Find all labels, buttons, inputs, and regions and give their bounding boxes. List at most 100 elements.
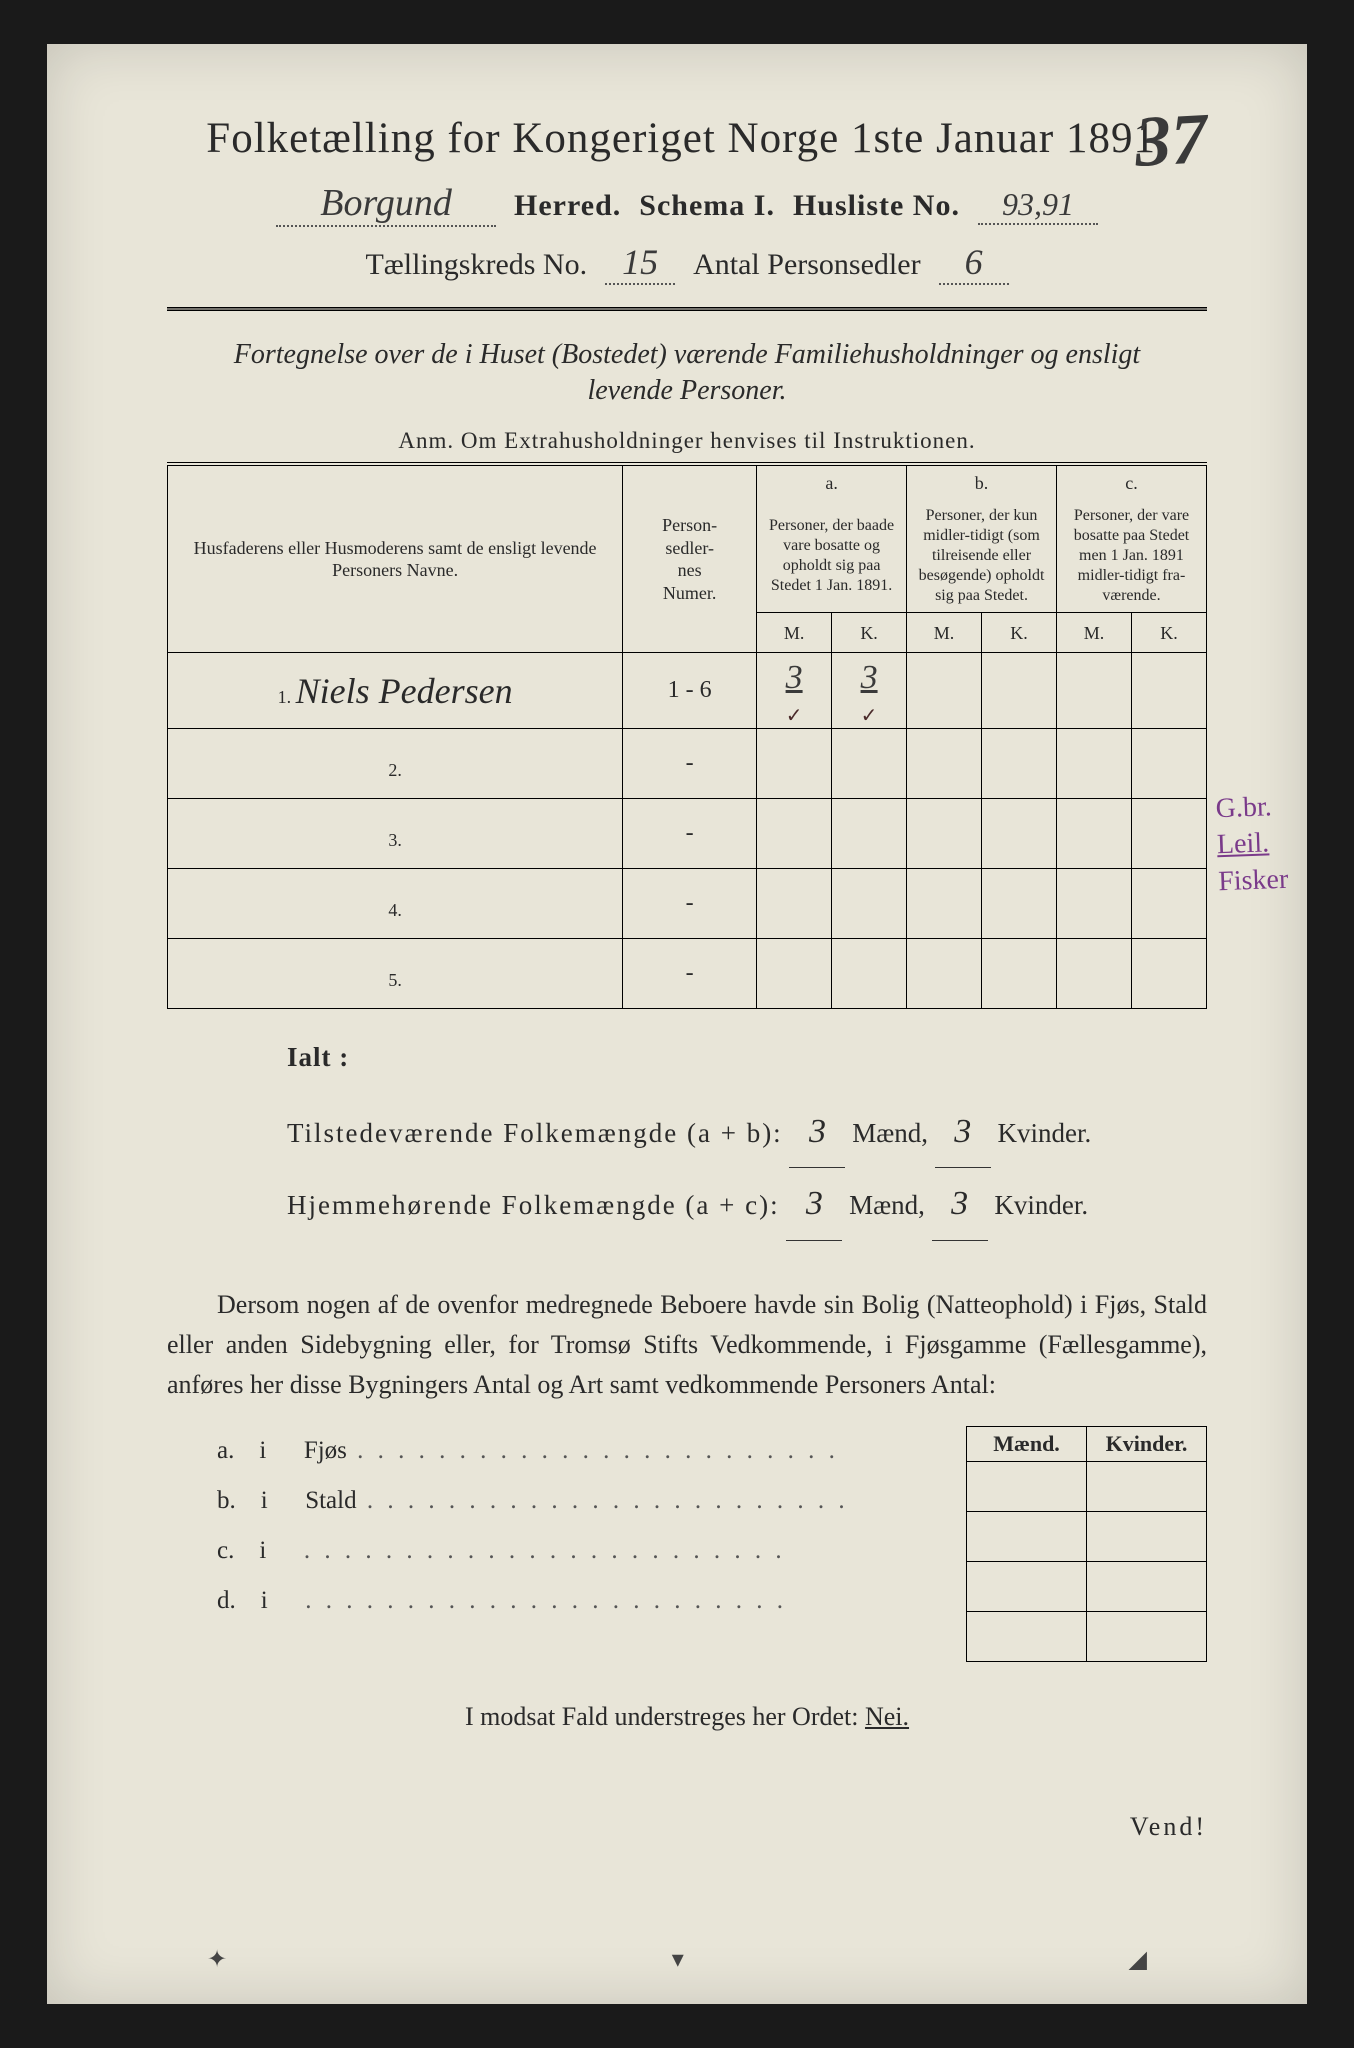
th-c-text: Personer, der vare bosatte paa Stedet me… [1056, 500, 1206, 613]
header-row-1: Borgund Herred. Schema I. Husliste No. 9… [167, 181, 1207, 227]
census-form-page: 37 Folketælling for Kongeriget Norge 1st… [47, 44, 1307, 2004]
ialt-line-2: Hjemmehørende Folkemængde (a + c): 3 Mæn… [287, 1168, 1207, 1240]
cell-b-k [982, 939, 1057, 1009]
nei-prefix: I modsat Fald understreges her Ordet: [465, 1702, 865, 1731]
th-c-k: K. [1131, 613, 1206, 653]
mark-right: ◢ [1129, 1945, 1147, 1974]
ialt-1-m: 3 [789, 1096, 845, 1168]
row-index: 1. Niels Pedersen [168, 653, 623, 729]
nei-word: Nei. [865, 1702, 909, 1731]
th-numer: Person- sedler- nes Numer. [623, 464, 757, 653]
husliste-label: Husliste No. [793, 189, 960, 223]
antal-label: Antal Personsedler [693, 248, 920, 282]
cell-b-k [982, 729, 1057, 799]
item-dots: . . . . . . . . . . . . . . . . . . . . … [304, 1537, 786, 1564]
cell-c-m [1056, 729, 1131, 799]
cell-a-m [757, 799, 832, 869]
cell-c-k [1131, 939, 1206, 1009]
side-cell [1087, 1461, 1207, 1511]
cell-a-k [832, 729, 907, 799]
item-i: i [259, 1437, 266, 1464]
subtitle-line-1: Fortegnelse over de i Huset (Bostedet) v… [234, 339, 1140, 370]
cell-b-m [907, 939, 982, 1009]
th-a-m: M. [757, 613, 832, 653]
main-title: Folketælling for Kongeriget Norge 1ste J… [167, 114, 1207, 163]
th-a-text: Personer, der baade vare bosatte og opho… [757, 500, 907, 613]
divider-line [167, 307, 1207, 311]
item-dots: . . . . . . . . . . . . . . . . . . . . … [357, 1487, 849, 1514]
row-index: 5. [168, 939, 623, 1009]
side-cell [967, 1611, 1087, 1661]
item-idx: a. [217, 1437, 234, 1464]
item-idx: d. [217, 1587, 236, 1614]
herred-label: Herred. [514, 189, 621, 223]
cell-c-m [1056, 939, 1131, 1009]
cell-a-m [757, 869, 832, 939]
table-row: 5. - [168, 939, 1207, 1009]
row-numer: 1 - 6 [623, 653, 757, 729]
cell-b-m [907, 799, 982, 869]
cell-a-m [757, 939, 832, 1009]
cell-c-k [1131, 869, 1206, 939]
ialt-2-k: 3 [932, 1168, 988, 1240]
cell-a-k [832, 869, 907, 939]
cell-c-m [1056, 799, 1131, 869]
item-i: i [261, 1487, 268, 1514]
th-b-k: K. [982, 613, 1057, 653]
item-i: i [261, 1587, 268, 1614]
kreds-label: Tællingskreds No. [365, 248, 587, 282]
ialt-maend-1: Mænd, [852, 1118, 928, 1148]
schema-label: Schema I. [639, 189, 775, 223]
cell-c-k [1131, 799, 1206, 869]
item-idx: c. [217, 1537, 234, 1564]
side-mk-table: Mænd. Kvinder. [966, 1426, 1207, 1662]
ialt-kvinder-2: Kvinder. [994, 1190, 1088, 1220]
husliste-value: 93,91 [978, 186, 1098, 225]
item-dots: . . . . . . . . . . . . . . . . . . . . … [305, 1587, 787, 1614]
side-cell [967, 1561, 1087, 1611]
cell-c-k [1131, 653, 1206, 729]
item-idx: b. [217, 1487, 236, 1514]
th-names: Husfaderens eller Husmoderens samt de en… [168, 464, 623, 653]
side-cell [967, 1511, 1087, 1561]
row-name: Niels Pedersen [296, 671, 513, 711]
cell-b-m [907, 869, 982, 939]
subtitle: Fortegnelse over de i Huset (Bostedet) v… [167, 337, 1207, 410]
ialt-line-1: Tilstedeværende Folkemængde (a + b): 3 M… [287, 1096, 1207, 1168]
cell-b-k [982, 869, 1057, 939]
side-cell [1087, 1511, 1207, 1561]
table-row: 4. - [168, 869, 1207, 939]
margin-note-1: G.br. [1215, 789, 1286, 828]
ialt-kvinder-1: Kvinder. [997, 1118, 1091, 1148]
cell-a-m: 3✓ [757, 653, 832, 729]
item-dots: . . . . . . . . . . . . . . . . . . . . … [347, 1437, 839, 1464]
cell-c-k [1131, 729, 1206, 799]
margin-note-2: Leil. [1216, 825, 1287, 864]
th-a-head: a. [757, 464, 907, 501]
ialt-1-k: 3 [935, 1096, 991, 1168]
table-row: 1. Niels Pedersen1 - 63✓3✓ [168, 653, 1207, 729]
item-label: Stald [305, 1487, 356, 1514]
antal-value: 6 [939, 241, 1009, 285]
row-numer: - [623, 869, 757, 939]
margin-annotations: G.br. Leil. Fisker [1215, 789, 1289, 901]
margin-note-3: Fisker [1218, 862, 1289, 901]
ialt-heading: Ialt : [287, 1029, 1207, 1086]
side-cell [1087, 1611, 1207, 1661]
th-b-head: b. [907, 464, 1057, 501]
cell-a-k [832, 799, 907, 869]
cell-c-m [1056, 653, 1131, 729]
cell-a-k [832, 939, 907, 1009]
cell-a-k: 3✓ [832, 653, 907, 729]
cell-b-m [907, 729, 982, 799]
th-c-m: M. [1056, 613, 1131, 653]
cell-b-k [982, 653, 1057, 729]
side-th-kvinder: Kvinder. [1087, 1426, 1207, 1461]
ialt-2-label: Hjemmehørende Folkemængde (a + c): [287, 1190, 780, 1220]
side-cell [1087, 1561, 1207, 1611]
row-numer: - [623, 729, 757, 799]
table-row: 3. - [168, 799, 1207, 869]
subtitle-line-2: levende Personer. [587, 375, 786, 406]
cell-a-m [757, 729, 832, 799]
cell-c-m [1056, 869, 1131, 939]
